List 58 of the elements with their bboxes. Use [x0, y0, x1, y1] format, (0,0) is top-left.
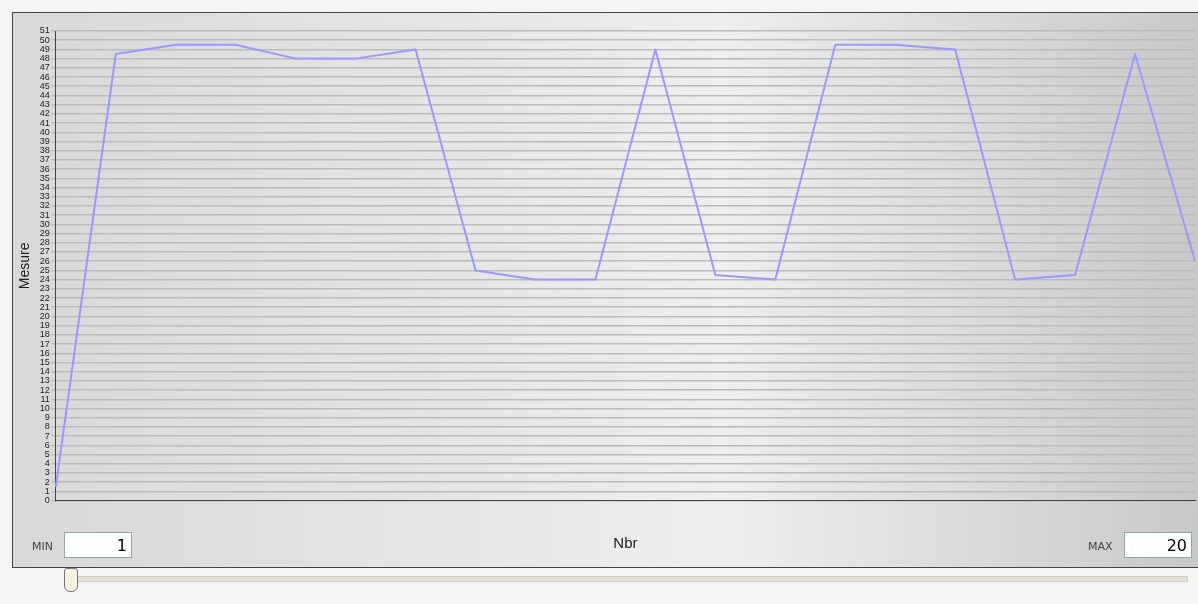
- y-tick-label: 38: [39, 145, 50, 156]
- y-tick-label: 13: [39, 375, 50, 386]
- y-tick-label: 5: [44, 449, 50, 460]
- y-tick-label: 35: [39, 172, 50, 183]
- y-tick-label: 25: [39, 264, 50, 275]
- text: MIN: [32, 540, 53, 553]
- y-tick-label: 39: [39, 135, 50, 146]
- y-tick-label: 30: [39, 218, 50, 229]
- y-tick-label: 16: [39, 347, 50, 358]
- y-tick-label: 10: [39, 403, 50, 414]
- y-tick-label: 29: [39, 228, 50, 239]
- y-tick-label: 32: [39, 200, 50, 211]
- text: 1: [64, 532, 132, 558]
- y-tick-label: 42: [39, 108, 50, 119]
- text: MAX: [1088, 540, 1113, 553]
- y-tick-label: 50: [39, 34, 50, 45]
- y-tick-label: 7: [44, 430, 50, 441]
- y-tick-label: 36: [39, 163, 50, 174]
- y-tick-label: 49: [39, 43, 50, 54]
- y-tick-label: 2: [44, 476, 50, 487]
- y-tick-label: 31: [39, 209, 50, 220]
- text: 20: [1124, 532, 1192, 558]
- y-tick-label: 9: [44, 412, 50, 423]
- y-tick-label: 19: [39, 320, 50, 331]
- y-tick-label: 24: [39, 274, 50, 285]
- y-tick-label: 12: [39, 384, 50, 395]
- y-tick-label: 20: [39, 310, 50, 321]
- y-tick-label: 21: [39, 301, 50, 312]
- y-tick-label: 37: [39, 154, 50, 165]
- y-tick-label: 14: [39, 366, 50, 377]
- y-tick-label: 28: [39, 237, 50, 248]
- y-tick-label: 18: [39, 329, 50, 340]
- y-tick-label: 8: [44, 421, 50, 432]
- y-tick-label: 3: [44, 467, 50, 478]
- y-tick-label: 27: [39, 246, 50, 257]
- y-tick-label: 48: [39, 53, 50, 64]
- y-tick-label: 44: [39, 89, 50, 100]
- y-tick-label: 34: [39, 182, 50, 193]
- y-tick-label: 40: [39, 126, 50, 137]
- y-tick-label: 1: [44, 485, 50, 496]
- y-tick-label: 15: [39, 356, 50, 367]
- y-tick-label: 33: [39, 191, 50, 202]
- y-tick-label: 22: [39, 292, 50, 303]
- y-tick-label: 6: [44, 439, 50, 450]
- y-tick-label: 23: [39, 283, 50, 294]
- y-tick-label: 51: [39, 25, 50, 36]
- y-tick-label: 43: [39, 99, 50, 110]
- y-tick-label: 45: [39, 80, 50, 91]
- y-tick-label: 0: [44, 495, 50, 506]
- y-tick-label: 11: [40, 393, 50, 404]
- y-tick-label: 26: [39, 255, 50, 266]
- x-axis-title: Nbr: [613, 534, 638, 552]
- y-tick-label: 41: [39, 117, 50, 128]
- y-tick-label: 17: [39, 338, 50, 349]
- y-tick-label: 47: [39, 62, 50, 73]
- y-tick-label: 46: [39, 71, 50, 82]
- y-tick-label: 4: [44, 458, 50, 469]
- y-axis-title: Mesure: [16, 242, 33, 290]
